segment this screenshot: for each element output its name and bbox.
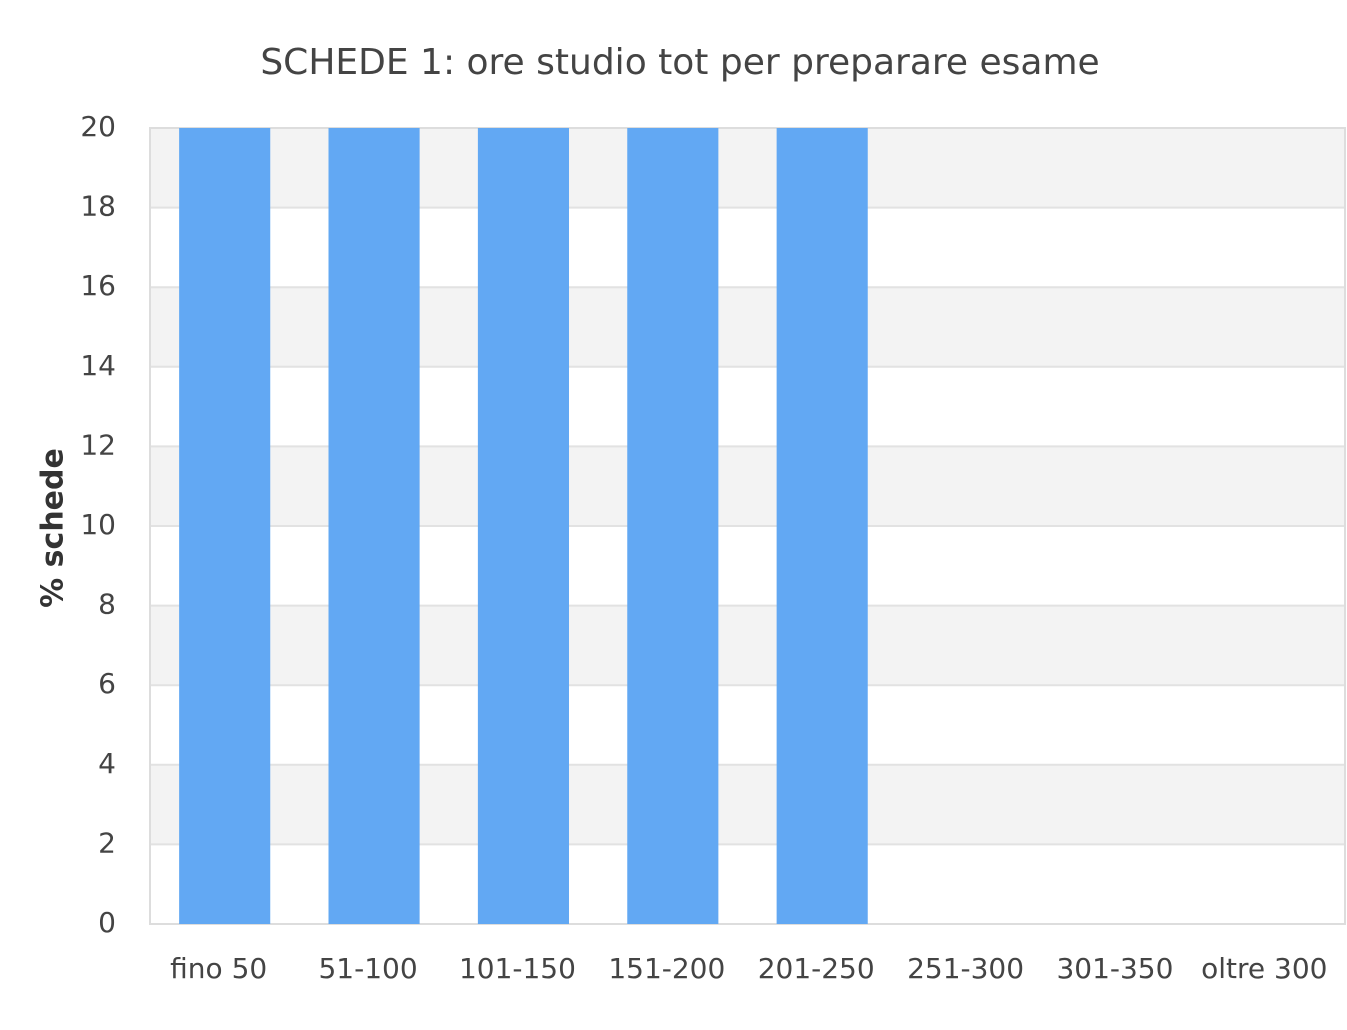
x-tick-label: 151-200 [608,952,725,985]
y-tick-label: 10 [80,508,116,541]
y-tick-label: 0 [98,906,116,939]
bar [776,128,868,924]
y-tick-label: 8 [98,588,116,621]
y-tick-label: 4 [98,747,116,780]
bar [179,128,271,924]
y-tick-label: 14 [80,349,116,382]
y-tick-label: 12 [80,428,116,461]
bar [627,128,719,924]
x-tick-label: 301-350 [1056,952,1173,985]
bar [328,128,420,924]
bar [477,128,569,924]
x-tick-label: 101-150 [459,952,576,985]
y-tick-label: 6 [98,667,116,700]
chart-title: SCHEDE 1: ore studio tot per preparare e… [260,42,1099,83]
x-tick-label: fino 50 [170,952,267,985]
x-tick-label: oltre 300 [1201,952,1327,985]
y-tick-label: 16 [80,269,116,302]
x-tick-label: 251-300 [907,952,1024,985]
plot-frame [149,127,1346,925]
y-tick-label: 20 [80,110,116,143]
x-tick-label: 51-100 [318,952,417,985]
y-axis-label: % schede [36,448,71,608]
y-tick-label: 2 [98,826,116,859]
y-tick-label: 18 [80,190,116,223]
x-tick-label: 201-250 [758,952,875,985]
